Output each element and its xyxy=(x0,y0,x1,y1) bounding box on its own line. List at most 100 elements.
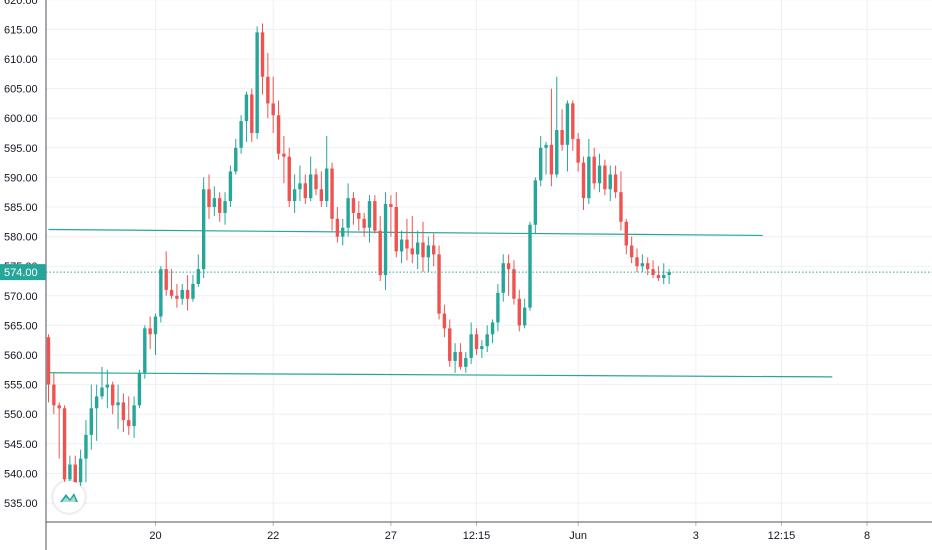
candle-body xyxy=(175,295,179,299)
candle-down xyxy=(646,257,650,276)
candle-down xyxy=(517,289,521,332)
candle-body xyxy=(357,212,361,219)
candle-down xyxy=(164,251,168,296)
candle-body xyxy=(624,221,628,246)
trendline-2[interactable] xyxy=(48,372,833,378)
candle-down xyxy=(581,156,586,210)
candle-body xyxy=(549,144,554,175)
candle-up xyxy=(153,313,158,355)
candle-body xyxy=(565,103,570,145)
candle-up xyxy=(196,254,200,287)
candle-down xyxy=(62,405,67,492)
candle-body xyxy=(234,147,238,172)
candle-up xyxy=(480,340,484,358)
candle-body xyxy=(308,174,313,199)
candle-body xyxy=(453,352,457,361)
candle-up xyxy=(244,91,249,142)
candle-body xyxy=(608,174,612,190)
price-tick-label: 590.00 xyxy=(4,172,38,184)
candle-body xyxy=(490,322,495,335)
candle-body xyxy=(394,207,398,252)
candle-up xyxy=(298,165,302,202)
candle-body xyxy=(539,147,543,181)
candle-body xyxy=(191,283,195,299)
candle-down xyxy=(57,402,61,459)
candle-body xyxy=(432,245,436,255)
candle-up xyxy=(544,141,548,175)
candle-body xyxy=(410,248,414,255)
candle-body xyxy=(480,346,484,350)
candle-body xyxy=(528,224,532,308)
candle-body xyxy=(207,189,211,207)
candle-body xyxy=(127,420,131,427)
candle-down xyxy=(410,215,414,264)
candle-body xyxy=(169,289,174,296)
time-tick-label: 12:15 xyxy=(768,530,796,542)
candle-body xyxy=(522,307,527,326)
candle-down xyxy=(282,135,286,184)
candle-body xyxy=(464,357,468,367)
candle-body xyxy=(314,174,318,190)
candle-down xyxy=(458,343,463,370)
candle-body xyxy=(587,156,591,199)
candle-body xyxy=(389,204,393,207)
candle-body xyxy=(506,263,511,270)
candle-body xyxy=(533,180,538,225)
candle-body xyxy=(68,464,72,480)
candle-down xyxy=(421,221,425,273)
candle-up xyxy=(501,254,505,302)
candle-up xyxy=(555,76,559,178)
candle-down xyxy=(651,260,655,279)
candle-up xyxy=(640,254,645,273)
price-tick-label: 555.00 xyxy=(4,380,38,392)
candle-body xyxy=(111,384,115,406)
candle-down xyxy=(448,319,452,367)
candle-up xyxy=(212,186,217,216)
candle-body xyxy=(474,334,479,350)
candle-body xyxy=(239,121,243,148)
candle-body xyxy=(517,298,521,326)
candle-down xyxy=(629,236,634,264)
candle-up xyxy=(84,420,88,483)
candle-body xyxy=(378,230,382,276)
candle-up xyxy=(383,192,388,290)
price-tick-label: 580.00 xyxy=(4,232,38,244)
candle-body xyxy=(469,334,473,358)
trendlines[interactable] xyxy=(48,228,833,378)
candle-down xyxy=(432,233,436,267)
candle-up xyxy=(100,366,104,400)
price-tick-label: 610.00 xyxy=(4,54,38,66)
candle-up xyxy=(533,177,538,234)
time-tick-label: 27 xyxy=(385,530,397,542)
candle-up xyxy=(308,156,313,202)
candle-up xyxy=(94,384,99,441)
candle-body xyxy=(330,168,334,219)
candle-up xyxy=(89,384,93,450)
candle-body xyxy=(501,263,505,293)
candle-up xyxy=(132,396,136,438)
trendline-1[interactable] xyxy=(48,228,763,237)
candle-body xyxy=(555,130,559,175)
candle-body xyxy=(629,245,634,258)
candle-up xyxy=(234,138,238,175)
candle-down xyxy=(46,334,51,403)
price-tick-label: 540.00 xyxy=(4,468,38,480)
candle-body xyxy=(415,242,420,255)
candle-body xyxy=(276,115,281,154)
candle-body xyxy=(292,189,297,202)
candle-body xyxy=(662,275,666,279)
candle-up xyxy=(180,283,184,305)
candle-body xyxy=(62,408,67,480)
candle-body xyxy=(346,198,350,228)
candle-down xyxy=(571,100,575,151)
tradingview-logo-icon[interactable] xyxy=(53,481,85,513)
price-tick-label: 595.00 xyxy=(4,143,38,155)
candle-down xyxy=(405,218,409,261)
candle-body xyxy=(560,130,564,145)
candle-body xyxy=(576,138,580,163)
candle-up xyxy=(662,263,666,284)
candle-up xyxy=(341,218,345,246)
candle-down xyxy=(362,212,366,237)
